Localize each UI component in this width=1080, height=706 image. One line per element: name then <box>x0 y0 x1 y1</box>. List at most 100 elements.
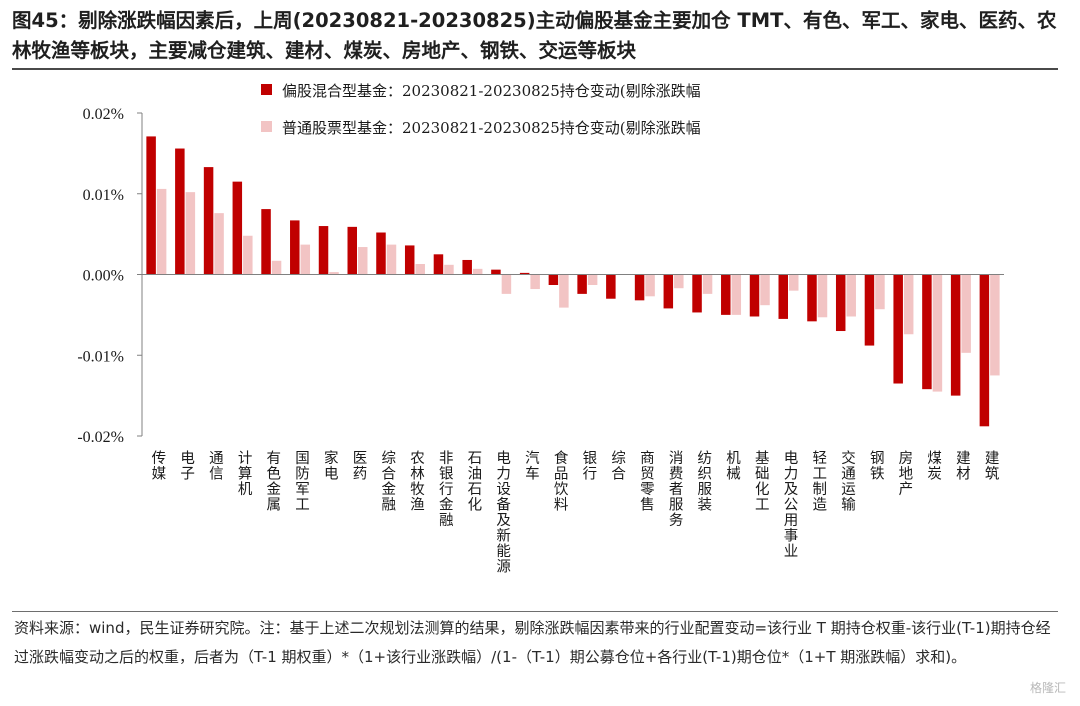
bar-stock-10 <box>444 264 454 275</box>
bar-stock-7 <box>358 247 368 275</box>
bar-stock-12 <box>501 274 512 294</box>
bar-stock-9 <box>415 264 425 275</box>
bar-hybrid-28 <box>950 274 961 396</box>
x-tick-label: 通信 <box>207 450 223 481</box>
x-tick-label: 基础化工 <box>753 450 769 512</box>
bar-stock-19 <box>702 274 713 294</box>
bar-hybrid-19 <box>692 274 702 313</box>
bar-hybrid-7 <box>347 226 357 275</box>
y-tick-label: -0.02% <box>77 429 124 446</box>
x-tick-label: 汽车 <box>523 450 539 481</box>
x-tick-label: 纺织服装 <box>695 450 711 512</box>
legend-swatch <box>261 121 272 132</box>
bar-stock-25 <box>875 274 885 310</box>
bar-hybrid-1 <box>175 148 185 275</box>
bar-hybrid-13 <box>519 272 530 275</box>
x-tick-label: 煤炭 <box>925 450 941 481</box>
bar-stock-8 <box>386 244 397 275</box>
bar-hybrid-3 <box>232 181 243 275</box>
bar-hybrid-0 <box>146 136 156 275</box>
x-tick-label: 综合金融 <box>379 450 395 512</box>
bar-stock-28 <box>961 274 971 353</box>
bar-stock-18 <box>674 274 684 289</box>
x-tick-label: 综合 <box>609 450 625 481</box>
bar-hybrid-24 <box>835 274 846 332</box>
x-tick-label: 交通运输 <box>839 449 855 512</box>
x-tick-label: 轻工制造 <box>810 450 826 513</box>
bar-stock-26 <box>903 274 914 335</box>
title-rule <box>12 68 1058 70</box>
x-tick-label: 电力设备及新能源 <box>494 450 510 574</box>
bar-hybrid-25 <box>864 274 875 346</box>
bar-hybrid-23 <box>807 274 817 322</box>
y-tick-label: 0.01% <box>83 187 124 204</box>
figure-title: 图45：剔除涨跌幅因素后，上周(20230821-20230825)主动偏股基金… <box>12 9 1057 62</box>
bar-hybrid-2 <box>203 167 214 275</box>
x-tick-label: 商贸零售 <box>638 450 654 512</box>
x-tick-label: 建筑 <box>983 450 999 482</box>
y-tick-label: 0.02% <box>83 106 124 123</box>
x-tick-label: 计算机 <box>236 450 252 497</box>
x-tick-label: 钢铁 <box>868 450 884 481</box>
bar-stock-4 <box>271 260 282 275</box>
bar-stock-6 <box>329 272 339 275</box>
x-tick-label: 有色金属 <box>264 450 280 512</box>
source-note: 资料来源：wind，民生证券研究院。注：基于上述二次规划法测算的结果，剔除涨跌幅… <box>14 619 1051 666</box>
y-tick-label: -0.01% <box>77 348 124 365</box>
watermark: 格隆汇 <box>1029 681 1066 695</box>
bar-chart: 偏股混合型基金：20230821-20230825持仓变动(剔除涨跌幅普通股票型… <box>77 82 1004 574</box>
bar-stock-15 <box>587 274 598 285</box>
bar-hybrid-16 <box>606 274 616 299</box>
legend-swatch <box>261 84 272 95</box>
note-rule <box>12 611 1058 612</box>
bar-stock-17 <box>645 274 655 297</box>
bar-hybrid-14 <box>548 274 559 285</box>
x-tick-label: 家电 <box>322 450 338 481</box>
bar-stock-29 <box>990 274 1000 376</box>
bar-stock-21 <box>760 274 770 306</box>
bar-stock-0 <box>156 188 167 275</box>
x-tick-label: 食品饮料 <box>552 450 568 512</box>
bar-hybrid-29 <box>979 274 990 427</box>
x-tick-label: 机械 <box>724 450 740 481</box>
x-tick-label: 非银行金融 <box>437 450 453 528</box>
bars <box>146 136 1000 427</box>
legend-label: 偏股混合型基金：20230821-20230825持仓变动(剔除涨跌幅 <box>282 82 701 100</box>
bar-hybrid-11 <box>462 259 472 275</box>
bar-hybrid-17 <box>634 274 645 301</box>
x-tick-label: 传媒 <box>149 450 165 481</box>
x-tick-label: 电力及公用事业 <box>782 450 798 559</box>
bar-stock-11 <box>472 268 483 275</box>
bar-hybrid-10 <box>433 254 444 275</box>
bar-hybrid-8 <box>376 232 386 275</box>
bar-stock-22 <box>789 274 799 291</box>
bar-stock-13 <box>530 274 540 290</box>
bar-stock-5 <box>300 244 311 275</box>
bar-stock-20 <box>731 274 742 315</box>
bar-hybrid-21 <box>749 274 760 317</box>
x-tick-label: 银行 <box>580 450 596 482</box>
bar-hybrid-26 <box>893 274 903 384</box>
x-tick-label: 医药 <box>351 450 367 481</box>
bar-hybrid-15 <box>577 274 587 294</box>
bar-stock-3 <box>243 235 253 275</box>
bar-hybrid-22 <box>778 274 788 319</box>
bar-hybrid-18 <box>663 274 674 309</box>
y-tick-label: 0.00% <box>83 268 124 285</box>
x-tick-label: 石油石化 <box>465 450 481 512</box>
bar-stock-27 <box>932 274 943 392</box>
bar-hybrid-5 <box>290 220 300 275</box>
bar-stock-1 <box>185 192 196 275</box>
bar-stock-24 <box>846 274 856 317</box>
x-tick-label: 房地产 <box>896 450 912 497</box>
x-axis: 传媒 电子 通信 计算机 有色金属 国防军工 家电 医药 综合金融 农林牧渔 非银行金融 石油石化 电力… <box>142 274 1004 574</box>
bar-stock-14 <box>559 274 569 308</box>
x-tick-label: 农林牧渔 <box>408 450 424 512</box>
x-tick-label: 消费者服务 <box>667 450 683 528</box>
y-axis: 0.02% 0.01% 0.00% -0.01% -0.02% <box>77 106 143 446</box>
bar-hybrid-4 <box>261 209 271 275</box>
bar-hybrid-27 <box>922 274 932 390</box>
bar-hybrid-12 <box>491 269 501 275</box>
legend-label: 普通股票型基金：20230821-20230825持仓变动(剔除涨跌幅 <box>282 119 701 137</box>
x-tick-label: 电子 <box>178 450 194 481</box>
